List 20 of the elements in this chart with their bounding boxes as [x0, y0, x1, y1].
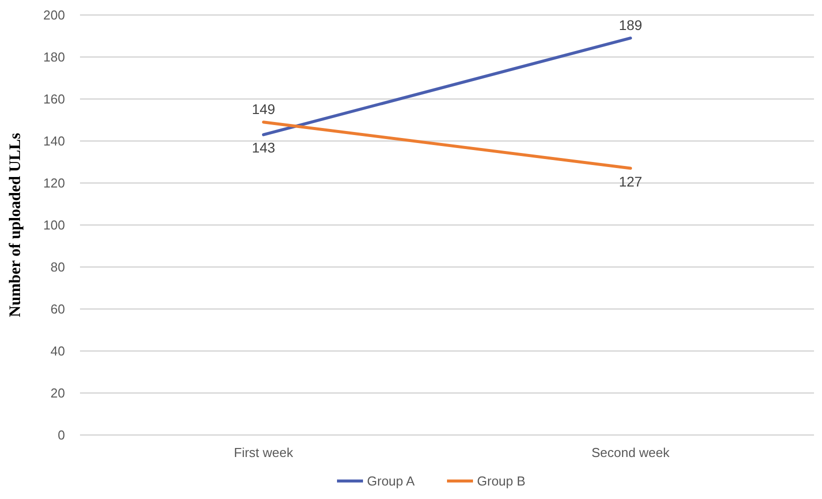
y-tick-label: 120: [43, 176, 65, 191]
y-tick-label: 100: [43, 218, 65, 233]
y-axis-title: Number of uploaded ULLs: [7, 132, 24, 318]
data-label: 149: [252, 101, 276, 118]
data-label: 189: [618, 17, 642, 34]
y-tick-label: 200: [43, 8, 65, 23]
y-tick-label: 20: [50, 386, 65, 401]
y-tick-label: 80: [50, 260, 65, 275]
y-tick-label: 0: [58, 428, 65, 443]
y-tick-label: 180: [43, 50, 65, 65]
legend-label: Group B: [477, 474, 526, 489]
data-label: 127: [618, 173, 642, 190]
y-tick-label: 140: [43, 134, 65, 149]
data-label: 143: [252, 140, 276, 156]
y-tick-label: 160: [43, 92, 65, 107]
x-tick-label: Second week: [591, 445, 670, 460]
y-tick-label: 40: [50, 344, 65, 359]
y-tick-label: 60: [50, 302, 65, 317]
x-tick-label: First week: [234, 445, 294, 460]
legend-label: Group A: [367, 474, 416, 489]
